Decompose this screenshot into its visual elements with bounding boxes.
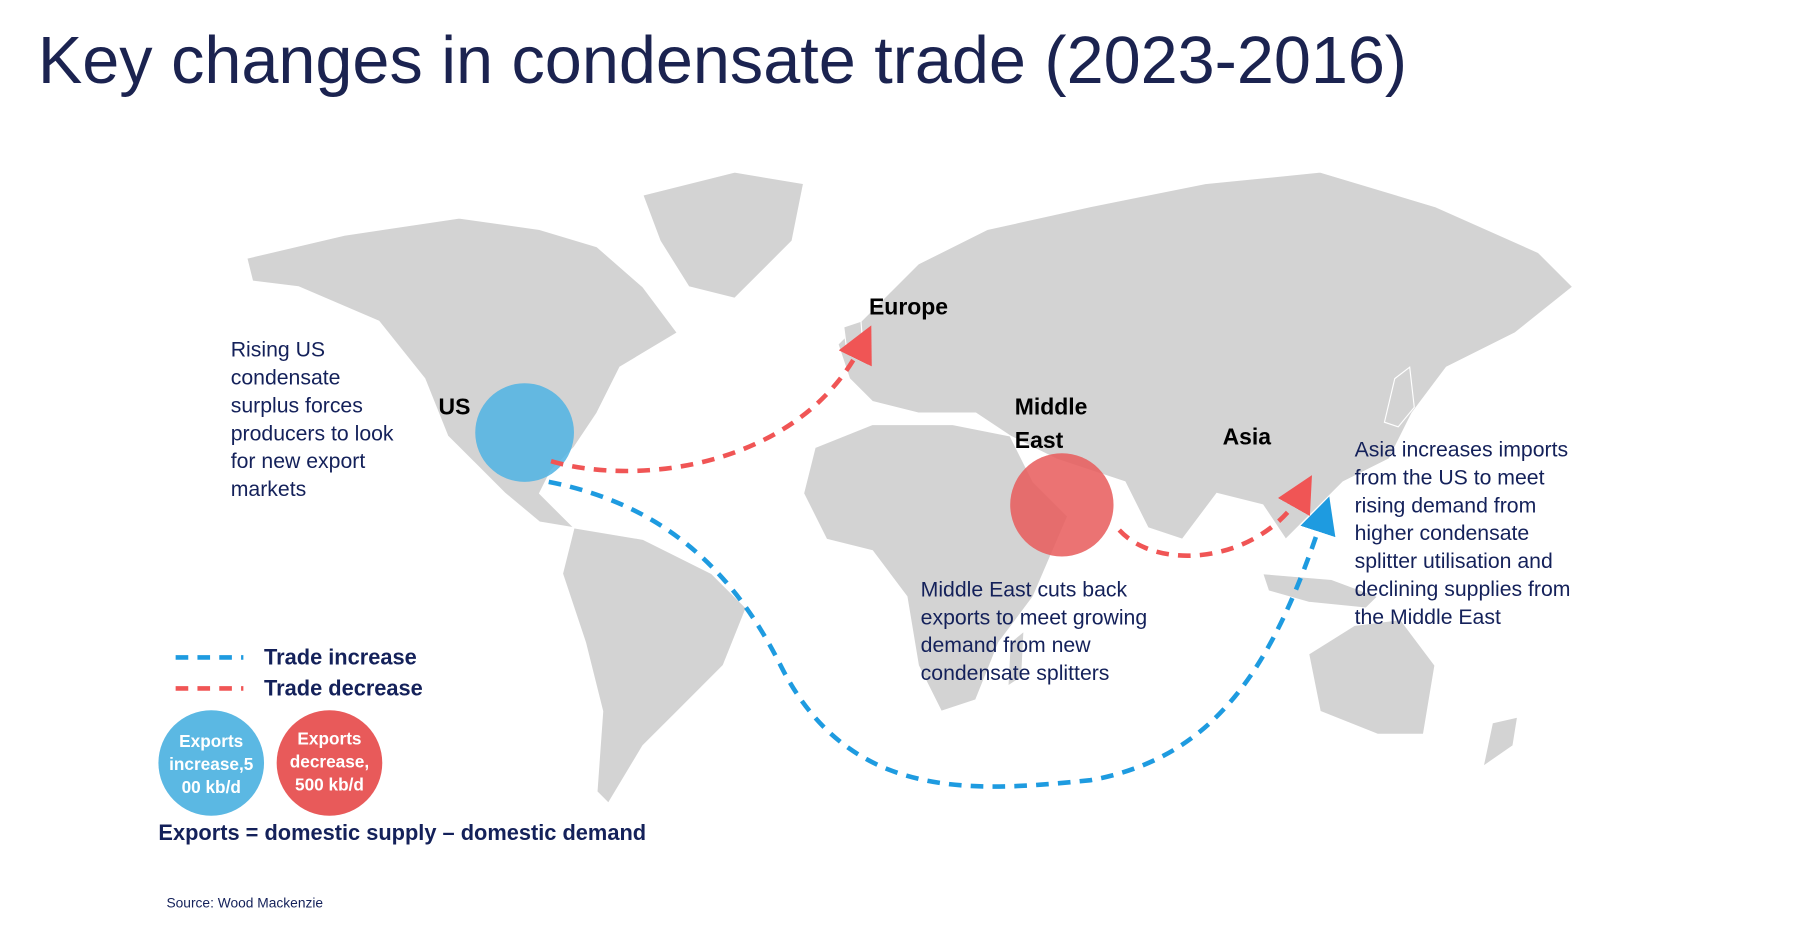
note-line: splitter utilisation and xyxy=(1355,550,1553,573)
title: Key changes in condensate trade (2023-20… xyxy=(38,24,1407,98)
south-america xyxy=(561,527,747,805)
middle-east-bubble xyxy=(1010,453,1114,557)
bubble-label: 00 kb/d xyxy=(182,777,241,797)
legend-bubble-increase xyxy=(158,710,265,816)
bubble-label: decrease, xyxy=(290,752,369,772)
indonesia xyxy=(1261,573,1379,609)
bubble-label: increase,5 xyxy=(169,754,254,774)
region-label: US xyxy=(439,394,471,420)
legend-bubble-decrease xyxy=(276,710,383,816)
region-label: Asia xyxy=(1223,423,1272,449)
note-line: surplus forces xyxy=(231,394,363,417)
new-zealand xyxy=(1482,716,1519,768)
source: Source: Wood Mackenzie xyxy=(166,896,323,911)
australia xyxy=(1308,618,1436,735)
note-line: condensate xyxy=(231,367,341,390)
formula: Exports = domestic supply – domestic dem… xyxy=(158,820,646,845)
note-line: declining supplies from xyxy=(1355,578,1571,601)
note-line: higher condensate xyxy=(1355,522,1530,545)
note-line: Asia increases imports xyxy=(1355,439,1569,462)
note-line: for new export xyxy=(231,450,366,473)
trade-arrow-us-asia xyxy=(548,479,1336,789)
region-label: Europe xyxy=(869,294,948,320)
bubble-label: 500 kb/d xyxy=(295,774,364,794)
note-line: producers to look xyxy=(231,422,394,445)
note-line: rising demand from xyxy=(1355,494,1537,517)
madagascar xyxy=(1007,629,1025,688)
bubble-label: Exports xyxy=(179,731,243,751)
bubble-label: Exports xyxy=(297,729,361,749)
region-label: Middle xyxy=(1015,394,1088,420)
note-line: demand from new xyxy=(921,634,1092,657)
us-bubble xyxy=(475,383,574,482)
region-label: East xyxy=(1015,427,1064,453)
note-line: markets xyxy=(231,478,306,501)
legend-label: Trade increase xyxy=(264,644,417,669)
legend-label: Trade decrease xyxy=(264,675,423,700)
africa xyxy=(802,423,1069,713)
note-line: Middle East cuts back xyxy=(921,578,1128,601)
note-line: exports to meet growing xyxy=(921,606,1148,629)
note-line: the Middle East xyxy=(1355,606,1501,629)
trade-arrow-us-europe xyxy=(550,325,872,474)
japan xyxy=(1383,366,1415,428)
greenland xyxy=(642,171,805,299)
note-line: condensate splitters xyxy=(921,662,1110,685)
trade-arrow-me-asia xyxy=(1117,475,1312,558)
note-line: from the US to meet xyxy=(1355,466,1545,489)
note-line: Rising US xyxy=(231,339,325,362)
